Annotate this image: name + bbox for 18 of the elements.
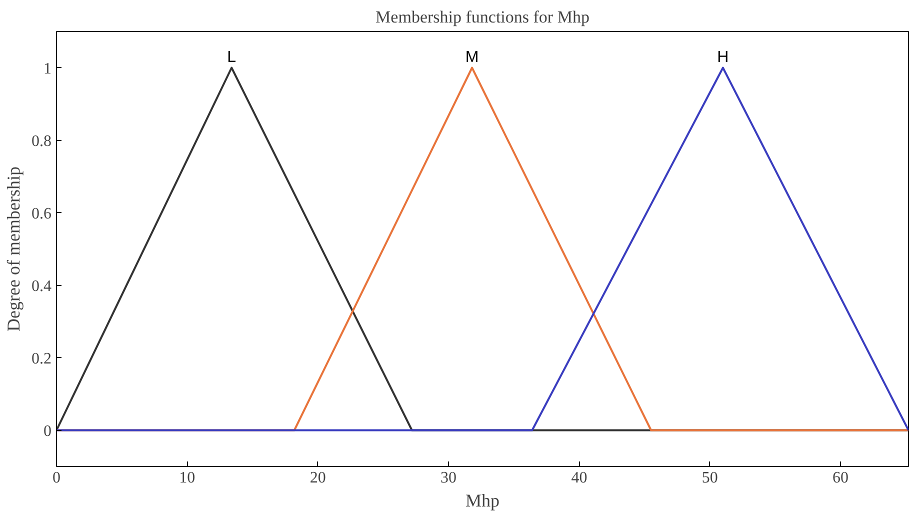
y-tick-label: 0 — [44, 422, 52, 440]
y-axis-title: Degree of membership — [4, 166, 24, 332]
x-tick-label: 20 — [310, 470, 326, 486]
x-tick-label: 30 — [440, 470, 457, 486]
chart-title: Membership functions for Mhp — [376, 8, 590, 26]
x-tick-label: 60 — [832, 470, 849, 486]
series-label: M — [465, 48, 479, 66]
x-axis-title: Mhp — [466, 490, 500, 510]
x-tick-label: 10 — [179, 470, 196, 486]
series-label: L — [227, 48, 236, 66]
y-tick-label: 0.2 — [32, 350, 52, 368]
y-tick-label: 1 — [44, 60, 52, 78]
y-tick-label: 0.4 — [32, 278, 52, 295]
x-tick-label: 40 — [571, 470, 588, 486]
series-label: H — [717, 48, 729, 66]
x-tick-label: 50 — [702, 470, 718, 486]
y-tick-label: 0.8 — [32, 132, 52, 150]
y-tick-label: 0.6 — [32, 205, 52, 222]
